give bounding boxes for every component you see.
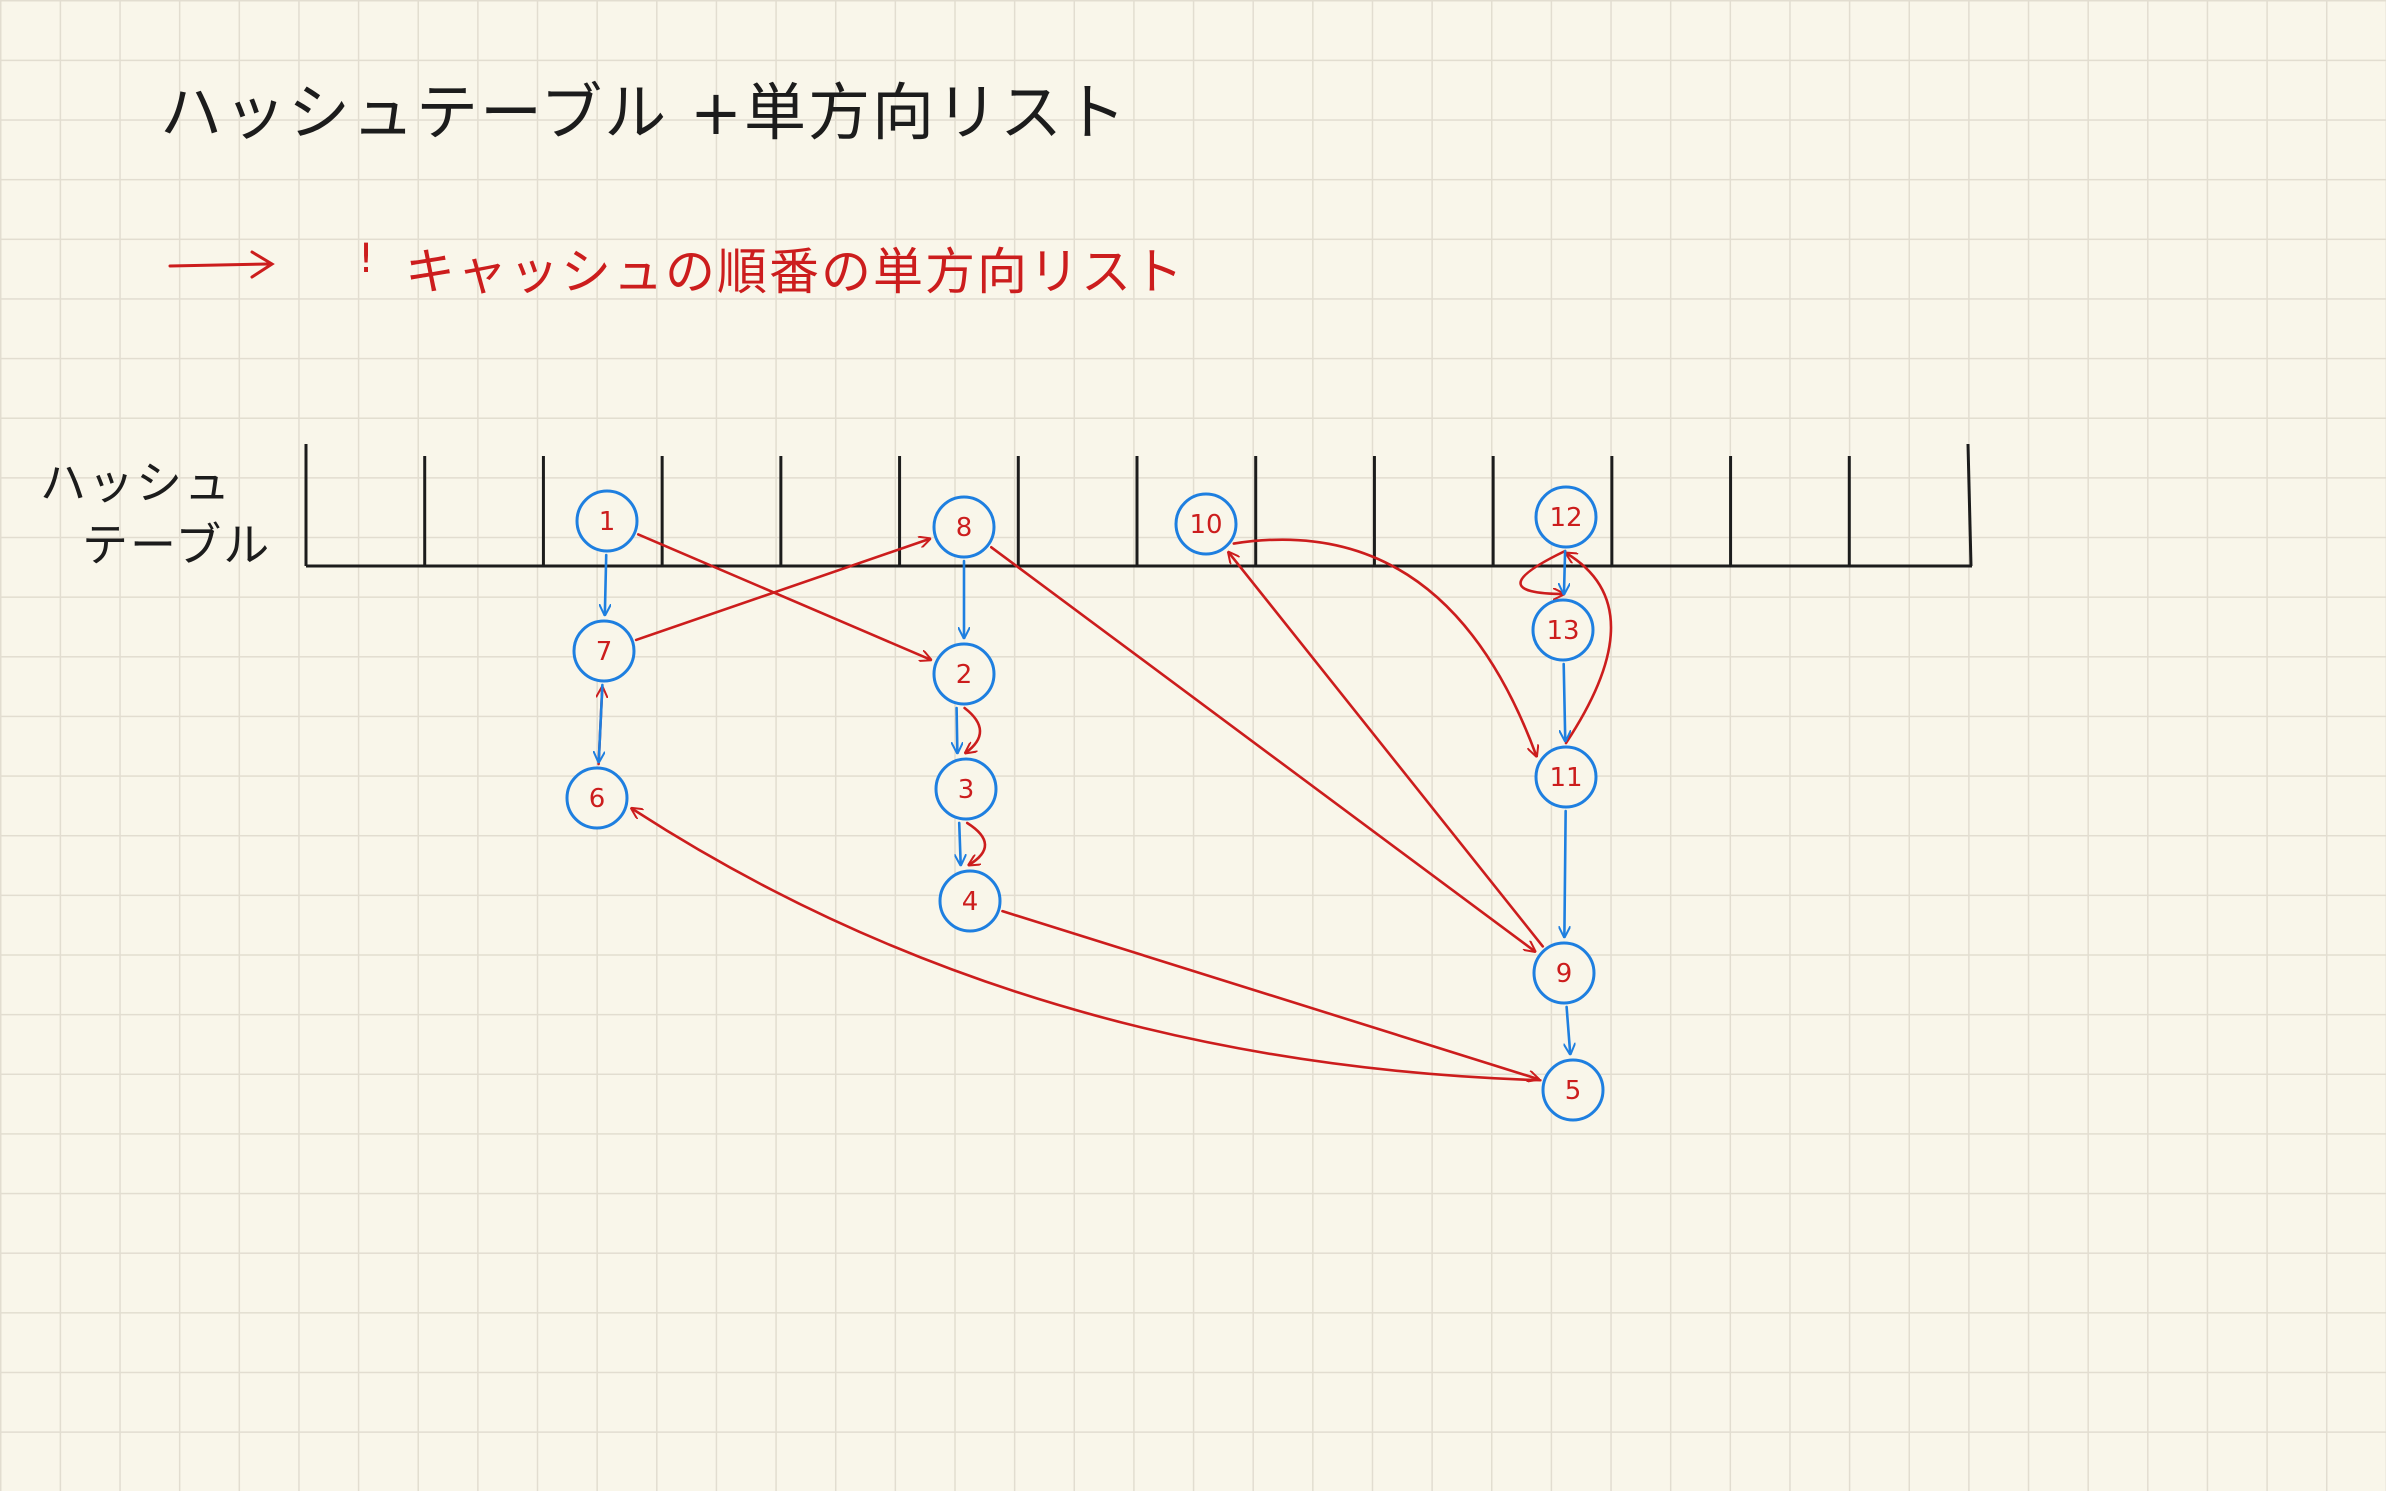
hash-table-label-line1: ハッシュ (40, 456, 232, 510)
list-node: 11 (1534, 745, 1598, 809)
node-label: 6 (589, 784, 606, 814)
list-nodes: 1 7 6 8 2 3 4 10 12 13 11 9 5 (565, 485, 1605, 1122)
node-circle (1534, 745, 1598, 809)
cache-order-arrow (1566, 553, 1613, 745)
list-node: 7 (572, 619, 636, 683)
node-label: 7 (596, 637, 613, 667)
hash-table-label-line2: テーブル (82, 518, 272, 572)
node-circle (932, 495, 996, 559)
node-circle (1534, 485, 1598, 549)
cache-order-arrow (965, 821, 987, 865)
node-circle (932, 642, 996, 706)
list-node: 5 (1541, 1058, 1605, 1122)
cache-order-arrow (631, 808, 1542, 1082)
cache-order-arrow (1519, 549, 1567, 594)
list-node: 2 (932, 642, 996, 706)
chain-arrow (599, 683, 603, 764)
node-label: 10 (1189, 510, 1222, 540)
node-circle (934, 757, 998, 821)
legend-text: キャッシュの順番の単方向リスト (405, 243, 1185, 301)
node-label: 9 (1556, 959, 1573, 989)
cache-order-arrow (1232, 538, 1537, 757)
node-circle (1532, 941, 1596, 1005)
page-title: ハッシュテーブル +単方向リスト (160, 76, 1128, 149)
list-node: 9 (1532, 941, 1596, 1005)
node-label: 13 (1546, 616, 1579, 646)
node-circle (572, 619, 636, 683)
chain-arrow (957, 706, 958, 755)
cache-order-arrow (1001, 909, 1538, 1079)
node-label: 12 (1549, 503, 1582, 533)
chain-arrow (1564, 809, 1565, 939)
node-label: 8 (956, 513, 973, 543)
chain-arrow (605, 553, 606, 617)
list-node: 4 (938, 869, 1002, 933)
cache-order-arrow (636, 533, 931, 659)
list-node: 8 (932, 495, 996, 559)
hash-table-label: ハッシュ テーブル (40, 452, 280, 576)
node-circle (1174, 492, 1238, 556)
cache-order-arrow (989, 545, 1535, 951)
legend-mark: ! (358, 236, 377, 282)
node-label: 2 (956, 660, 973, 690)
cache-order-arrow (634, 539, 930, 642)
hash-bucket-divider (1966, 443, 1973, 567)
node-label: 5 (1565, 1076, 1582, 1106)
node-circle (938, 869, 1002, 933)
node-label: 3 (958, 775, 975, 805)
chain-arrow (1567, 1005, 1571, 1054)
chain-arrow (1564, 662, 1566, 743)
node-label: 4 (962, 887, 979, 917)
node-circle (1531, 598, 1595, 662)
list-node: 12 (1534, 485, 1598, 549)
node-label: 11 (1549, 763, 1582, 793)
cache-order-arrow (965, 706, 982, 753)
node-circle (575, 489, 639, 553)
list-node: 6 (565, 766, 629, 830)
chain-arrow (1564, 549, 1565, 596)
chain-arrow (959, 821, 961, 867)
list-node: 10 (1174, 492, 1238, 556)
legend-arrow (168, 250, 275, 279)
hash-table (304, 443, 1973, 568)
node-label: 1 (599, 507, 616, 537)
chain-edges (599, 549, 1571, 1054)
list-node: 1 (575, 489, 639, 553)
node-circle (1541, 1058, 1605, 1122)
cache-order-edges (599, 533, 1613, 1082)
list-node: 3 (934, 757, 998, 821)
node-circle (565, 766, 629, 830)
list-node: 13 (1531, 598, 1595, 662)
cache-order-arrow (1228, 552, 1545, 948)
